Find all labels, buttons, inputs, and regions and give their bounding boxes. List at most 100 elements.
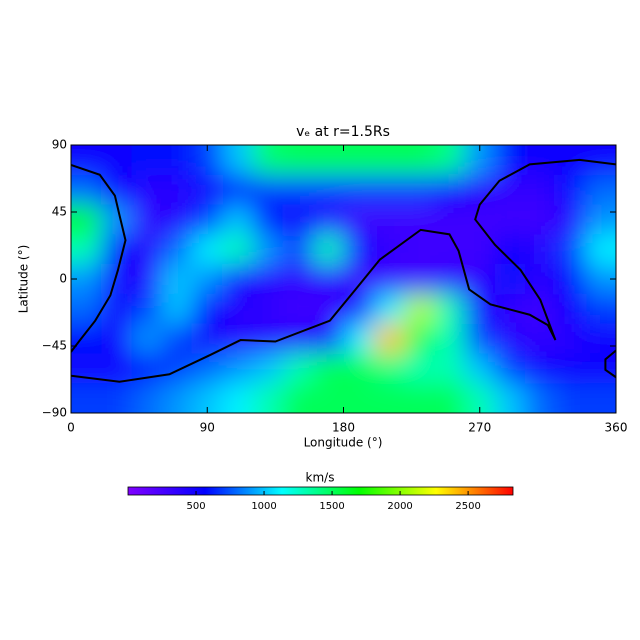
heat-cell <box>525 145 556 176</box>
x-tick-label: 180 <box>332 421 355 435</box>
heat-cell <box>585 234 616 265</box>
heat-cell <box>585 353 616 384</box>
heat-cell <box>343 234 375 265</box>
heat-cell <box>192 323 223 354</box>
heat-cell <box>313 353 344 384</box>
x-tick-label: 0 <box>67 421 75 435</box>
heatmap-cells <box>71 145 616 413</box>
heat-cell <box>101 145 133 176</box>
heat-cell <box>404 353 435 384</box>
heat-cell <box>282 204 314 235</box>
heat-cell <box>131 174 163 206</box>
heat-cell <box>161 293 193 325</box>
heat-cell <box>161 264 193 295</box>
heat-cell <box>555 174 587 206</box>
colorbar-tick-label: 1500 <box>319 501 344 512</box>
heat-cell <box>131 264 163 295</box>
heat-cell <box>555 323 587 354</box>
heat-cell <box>222 383 254 413</box>
heat-cell <box>101 353 133 384</box>
heat-cell <box>192 264 223 295</box>
heat-cell <box>101 234 133 265</box>
heat-cell <box>494 145 526 176</box>
heatmap <box>71 145 616 413</box>
x-tick-label: 90 <box>200 421 215 435</box>
heat-cell <box>343 204 375 235</box>
heat-cell <box>404 264 435 295</box>
heat-cell <box>222 264 254 295</box>
heat-cell <box>161 323 193 354</box>
heat-cell <box>313 323 344 354</box>
heat-cell <box>494 174 526 206</box>
heat-cell <box>464 293 496 325</box>
heat-cell <box>373 383 405 413</box>
colorbar-tick-label: 1000 <box>251 501 276 512</box>
contour-line <box>71 158 616 383</box>
heat-cell <box>585 174 616 206</box>
heat-cell <box>222 353 254 384</box>
heat-cell <box>222 174 254 206</box>
y-axis-label: Latitude (°) <box>17 245 31 314</box>
heat-cell <box>131 293 163 325</box>
heat-cell <box>161 145 193 176</box>
heat-cell <box>222 234 254 265</box>
heat-cell <box>464 174 496 206</box>
heat-cell <box>313 234 344 265</box>
heat-cell <box>282 145 314 176</box>
heat-cell <box>555 293 587 325</box>
heat-cell <box>585 323 616 354</box>
heat-cell <box>282 353 314 384</box>
heat-cell <box>252 234 284 265</box>
heat-cell <box>464 145 496 176</box>
heat-cell <box>555 353 587 384</box>
heat-cell <box>373 264 405 295</box>
heat-cell <box>252 353 284 384</box>
colorbar <box>127 486 514 496</box>
heat-cell <box>131 234 163 265</box>
heat-cell <box>282 264 314 295</box>
heat-cell <box>494 264 526 295</box>
heat-cell <box>161 383 193 413</box>
y-tick-label: 0 <box>59 272 67 286</box>
heat-cell <box>192 204 223 235</box>
heat-cell <box>434 264 466 295</box>
heat-cell <box>525 234 556 265</box>
heat-cell <box>585 204 616 235</box>
heat-cell <box>71 323 102 354</box>
heat-cell <box>192 293 223 325</box>
heat-cell <box>161 204 193 235</box>
heat-cell <box>434 353 466 384</box>
heat-cell <box>101 323 133 354</box>
heat-cell <box>222 145 254 176</box>
heat-cell <box>252 204 284 235</box>
heat-cell <box>404 323 435 354</box>
heat-cell <box>71 293 102 325</box>
heat-cell <box>373 145 405 176</box>
contour-line <box>71 164 127 353</box>
y-tick-label: −45 <box>42 339 67 353</box>
heat-cell <box>192 174 223 206</box>
heat-cell <box>464 204 496 235</box>
heat-cell <box>373 323 405 354</box>
y-tick-label: 45 <box>52 205 67 219</box>
heat-cell <box>434 174 466 206</box>
heat-cell <box>585 145 616 176</box>
heat-cell <box>252 323 284 354</box>
heat-cell <box>434 204 466 235</box>
heat-cell <box>555 145 587 176</box>
heat-cell <box>373 353 405 384</box>
heat-cell <box>252 145 284 176</box>
heat-cell <box>313 383 344 413</box>
heat-cell <box>313 204 344 235</box>
heat-cell <box>404 174 435 206</box>
heat-cell <box>434 383 466 413</box>
heat-cell <box>252 174 284 206</box>
heat-cell <box>434 323 466 354</box>
heat-cell <box>494 204 526 235</box>
heat-cell <box>282 234 314 265</box>
heat-cell <box>555 204 587 235</box>
heat-cell <box>373 174 405 206</box>
heat-cell <box>585 383 616 413</box>
heat-cell <box>343 174 375 206</box>
heat-cell <box>555 234 587 265</box>
